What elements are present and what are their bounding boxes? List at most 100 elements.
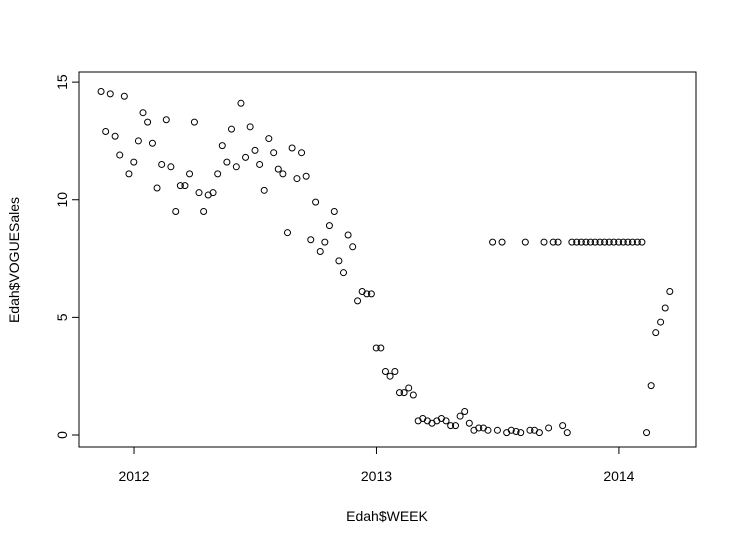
point xyxy=(251,146,259,154)
point xyxy=(321,238,329,246)
point xyxy=(256,160,264,168)
point xyxy=(144,118,152,126)
point xyxy=(409,391,417,399)
point xyxy=(549,238,557,246)
point xyxy=(116,151,124,159)
point xyxy=(381,367,389,375)
point xyxy=(657,318,665,326)
point xyxy=(633,238,641,246)
point xyxy=(237,99,245,107)
point xyxy=(349,243,357,251)
point xyxy=(498,238,506,246)
point xyxy=(274,165,282,173)
point xyxy=(377,344,385,352)
point xyxy=(270,149,278,157)
point xyxy=(195,189,203,197)
point xyxy=(186,170,194,178)
point xyxy=(507,426,515,434)
point xyxy=(605,238,613,246)
point xyxy=(666,287,674,295)
point xyxy=(610,238,618,246)
point xyxy=(647,382,655,390)
point xyxy=(652,329,660,337)
point xyxy=(391,367,399,375)
point xyxy=(624,238,632,246)
point xyxy=(214,170,222,178)
point xyxy=(367,290,375,298)
point xyxy=(298,149,306,157)
point xyxy=(330,208,338,216)
point xyxy=(638,238,646,246)
y-tick-label: 0 xyxy=(54,431,70,439)
point xyxy=(628,238,636,246)
point xyxy=(223,158,231,166)
point xyxy=(134,137,142,145)
point xyxy=(106,90,114,98)
point xyxy=(130,158,138,166)
point xyxy=(493,426,501,434)
point xyxy=(172,208,180,216)
x-tick-label: 2012 xyxy=(118,468,149,484)
point xyxy=(363,290,371,298)
point xyxy=(283,229,291,237)
point xyxy=(372,344,380,352)
point xyxy=(288,144,296,152)
point xyxy=(265,135,273,143)
point xyxy=(232,163,240,171)
point xyxy=(615,238,623,246)
point xyxy=(577,238,585,246)
point xyxy=(540,238,548,246)
point xyxy=(260,186,268,194)
point xyxy=(587,238,595,246)
point xyxy=(582,238,590,246)
point xyxy=(563,429,571,437)
point xyxy=(591,238,599,246)
point xyxy=(442,417,450,425)
point xyxy=(339,269,347,277)
point xyxy=(312,198,320,206)
point xyxy=(465,419,473,427)
point xyxy=(153,184,161,192)
point xyxy=(573,238,581,246)
point xyxy=(167,163,175,171)
point xyxy=(307,236,315,244)
point xyxy=(559,422,567,430)
point xyxy=(554,238,562,246)
point xyxy=(302,172,310,180)
point xyxy=(484,426,492,434)
point xyxy=(139,109,147,117)
point xyxy=(475,424,483,432)
point xyxy=(325,222,333,230)
point xyxy=(209,189,217,197)
point xyxy=(535,429,543,437)
point xyxy=(643,429,651,437)
point xyxy=(335,257,343,265)
point xyxy=(456,412,464,420)
point xyxy=(218,142,226,150)
y-tick-label: 5 xyxy=(54,313,70,321)
point xyxy=(97,88,105,96)
y-tick-label: 15 xyxy=(54,74,70,90)
point xyxy=(601,238,609,246)
point xyxy=(596,238,604,246)
y-tick-label: 10 xyxy=(54,192,70,208)
point xyxy=(125,170,133,178)
point xyxy=(517,429,525,437)
point xyxy=(400,389,408,397)
point xyxy=(227,125,235,133)
point xyxy=(396,389,404,397)
point xyxy=(489,238,497,246)
point xyxy=(619,238,627,246)
point xyxy=(316,248,324,256)
point xyxy=(293,175,301,183)
x-axis-label: Edah$WEEK xyxy=(346,508,428,524)
point xyxy=(148,139,156,147)
point xyxy=(452,422,460,430)
point xyxy=(242,153,250,161)
point xyxy=(447,422,455,430)
point xyxy=(512,427,520,435)
x-tick-label: 2014 xyxy=(603,468,634,484)
point xyxy=(545,424,553,432)
y-axis-label: Edah$VOGUESales xyxy=(6,197,22,323)
